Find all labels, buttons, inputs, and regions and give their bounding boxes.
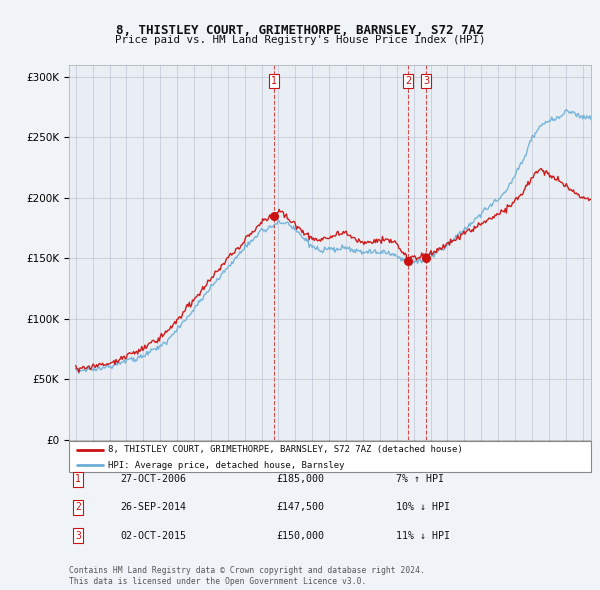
Text: 02-OCT-2015: 02-OCT-2015 [120, 531, 186, 540]
Text: 11% ↓ HPI: 11% ↓ HPI [396, 531, 450, 540]
Text: 2: 2 [405, 76, 411, 86]
Text: Contains HM Land Registry data © Crown copyright and database right 2024.
This d: Contains HM Land Registry data © Crown c… [69, 566, 425, 586]
Text: 8, THISTLEY COURT, GRIMETHORPE, BARNSLEY, S72 7AZ: 8, THISTLEY COURT, GRIMETHORPE, BARNSLEY… [116, 24, 484, 37]
Text: 7% ↑ HPI: 7% ↑ HPI [396, 474, 444, 484]
Text: HPI: Average price, detached house, Barnsley: HPI: Average price, detached house, Barn… [108, 461, 344, 470]
Text: 27-OCT-2006: 27-OCT-2006 [120, 474, 186, 484]
Text: 26-SEP-2014: 26-SEP-2014 [120, 503, 186, 512]
Text: 1: 1 [75, 474, 81, 484]
Text: 2: 2 [75, 503, 81, 512]
Text: 3: 3 [75, 531, 81, 540]
Text: 1: 1 [271, 76, 277, 86]
Text: £185,000: £185,000 [276, 474, 324, 484]
Text: 8, THISTLEY COURT, GRIMETHORPE, BARNSLEY, S72 7AZ (detached house): 8, THISTLEY COURT, GRIMETHORPE, BARNSLEY… [108, 445, 463, 454]
Text: £147,500: £147,500 [276, 503, 324, 512]
FancyBboxPatch shape [69, 441, 591, 472]
Text: £150,000: £150,000 [276, 531, 324, 540]
Text: Price paid vs. HM Land Registry's House Price Index (HPI): Price paid vs. HM Land Registry's House … [115, 35, 485, 45]
Text: 10% ↓ HPI: 10% ↓ HPI [396, 503, 450, 512]
Text: 3: 3 [423, 76, 430, 86]
